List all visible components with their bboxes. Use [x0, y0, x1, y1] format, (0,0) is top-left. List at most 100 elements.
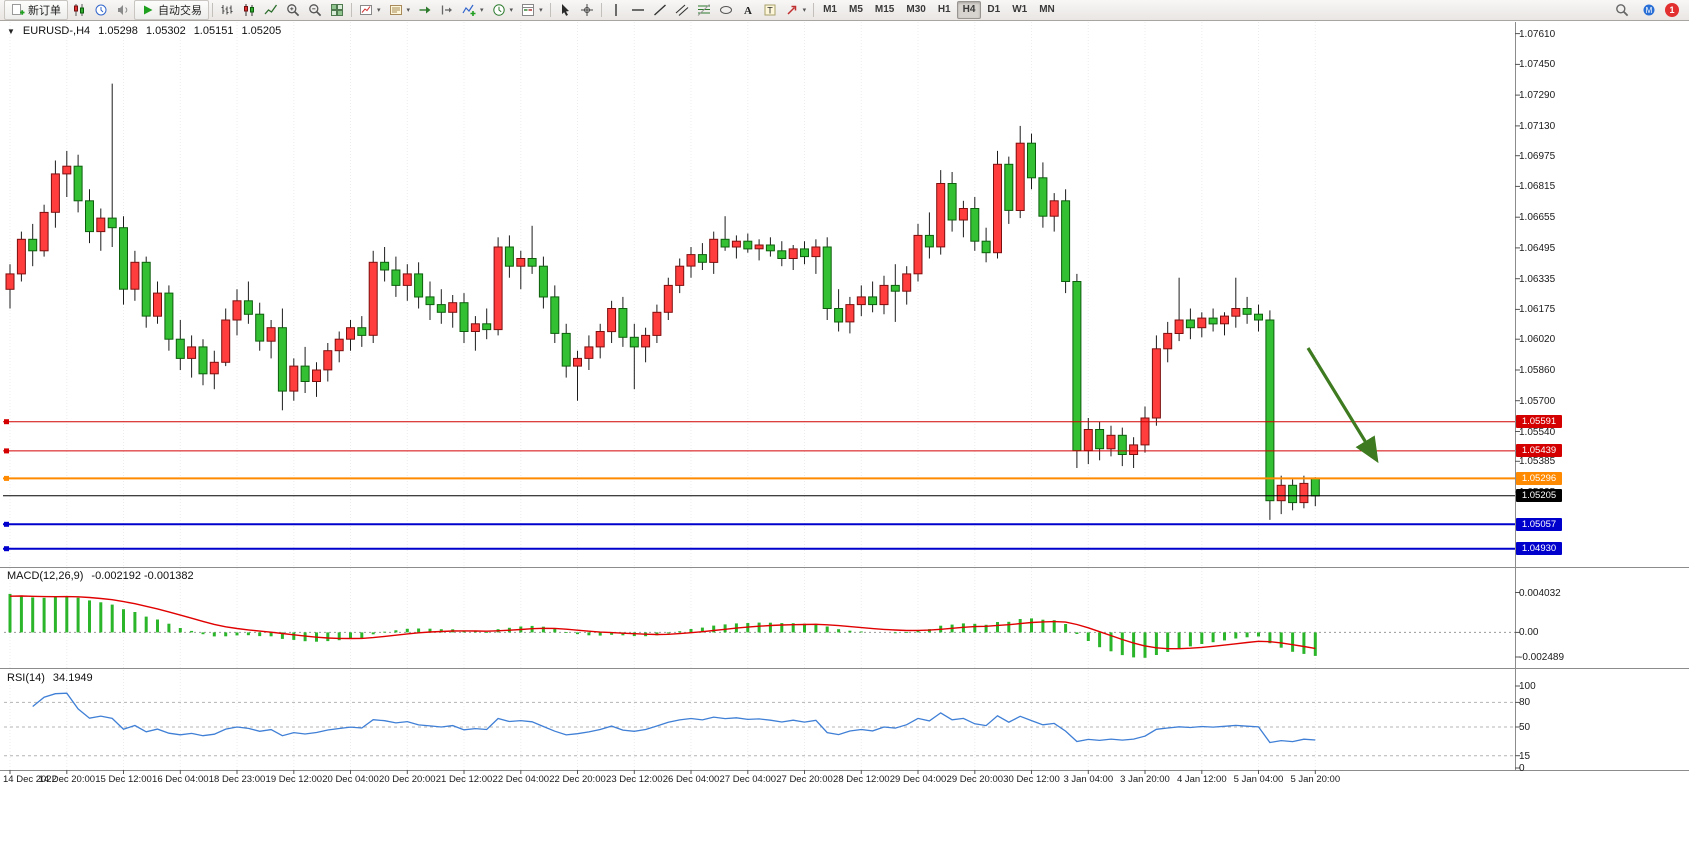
timeframe-m15[interactable]: M15 [874, 4, 895, 15]
new-chart-icon [359, 3, 373, 17]
shapes-icon[interactable] [715, 0, 737, 20]
chart-shift-icon [440, 3, 454, 17]
toolbar-separator [813, 3, 815, 17]
macd-label: MACD(12,26,9) -0.002192 -0.001382 [7, 570, 194, 582]
horizontal-line-object[interactable] [3, 475, 1515, 481]
fibonacci-icon [697, 3, 711, 17]
toolbar-separator [549, 3, 551, 17]
candle-chart-icon [242, 3, 256, 17]
dropdown-arrow-icon: ▾ [480, 7, 484, 14]
zoom-out-icon [308, 3, 322, 17]
indicators-icon [462, 3, 476, 17]
ohlc-high: 1.05302 [145, 25, 186, 37]
tile-icon [330, 3, 344, 17]
timeframe-mn[interactable]: MN [1039, 4, 1055, 15]
zoom-out-icon[interactable] [304, 0, 326, 20]
timeframe-w1[interactable]: W1 [1012, 4, 1028, 15]
market-watch-icon[interactable] [90, 0, 112, 20]
timeframe-m30[interactable]: M30 [906, 4, 926, 15]
sound-icon [116, 3, 130, 17]
trendline-icon [653, 3, 667, 17]
chart-header: ▼ EURUSD-,H4 1.05298 1.05302 1.05151 1.0… [7, 25, 281, 37]
ohlc-low: 1.05151 [193, 25, 234, 37]
ohlc-open: 1.05298 [98, 25, 138, 37]
macd-values: -0.002192 -0.001382 [91, 570, 194, 582]
auto-trading-button[interactable]: 自动交易 [134, 0, 209, 20]
svg-text:A: A [744, 5, 752, 17]
charts-icon[interactable] [68, 0, 90, 20]
dropdown-arrow-icon: ▾ [406, 7, 411, 14]
chart-shift-icon[interactable] [436, 0, 458, 20]
horizontal-line-object[interactable] [3, 448, 1515, 454]
new-chart-icon[interactable]: ▾ [355, 0, 385, 20]
bar-chart-icon [220, 3, 234, 17]
cursor-icon[interactable] [554, 0, 576, 20]
timeframe-m1[interactable]: M1 [823, 4, 837, 15]
play-icon [141, 3, 155, 17]
horizontal-line-object[interactable] [3, 546, 1515, 552]
svg-text:T: T [767, 6, 773, 16]
search-icon[interactable] [1611, 0, 1633, 20]
new-order-button-label: 新订单 [28, 5, 61, 17]
profiles-icon [389, 3, 403, 17]
candle-chart-icon[interactable] [238, 0, 260, 20]
horizontal-line-object[interactable] [3, 419, 1515, 425]
arrows-icon[interactable]: ▾ [781, 0, 811, 20]
candles [5, 83, 1320, 520]
market-watch-icon [94, 3, 108, 17]
text-label-icon[interactable]: T [759, 0, 781, 20]
toolbar-separator [212, 3, 213, 17]
timeframe-h4[interactable]: H4 [956, 1, 982, 19]
channel-icon[interactable] [671, 0, 693, 20]
tile-windows-icon[interactable] [326, 0, 348, 20]
periods-icon [492, 3, 506, 17]
bar-chart-icon[interactable] [216, 0, 238, 20]
metaquotes-icon[interactable]: M [1638, 0, 1660, 20]
toolbar-separator [351, 3, 352, 17]
line-chart-icon[interactable] [260, 0, 282, 20]
timeframe-h1[interactable]: H1 [937, 4, 951, 15]
chart-candles-icon [72, 3, 86, 17]
fibonacci-icon[interactable] [693, 0, 715, 20]
text-icon[interactable]: A [737, 0, 759, 20]
rsi-label: RSI(14) 34.1949 [7, 672, 93, 684]
text-t-icon: T [763, 3, 777, 17]
toolbar-separator [600, 3, 602, 17]
periods-icon[interactable]: ▾ [488, 0, 518, 20]
new-order-button[interactable]: 新订单 [4, 0, 68, 20]
crosshair-icon[interactable] [576, 0, 598, 20]
ohlc-close: 1.05205 [241, 25, 282, 37]
template-icon [521, 3, 535, 17]
vertical-line-icon[interactable] [605, 0, 627, 20]
arrows-icon [785, 3, 799, 17]
timeframe-d1[interactable]: D1 [987, 4, 1001, 15]
arrow-object[interactable] [1306, 347, 1379, 464]
horizontal-line-object[interactable] [3, 521, 1515, 527]
auto-scroll-icon [418, 3, 432, 17]
toolbar-left-group: 新订单 自动交易 ▾ ▾ ▾ ▾ ▾ A T ▾ M1 M5 M15 M30 H1 H4 D1 W1 MN [4, 0, 1061, 20]
profiles-icon[interactable]: ▾ [385, 0, 415, 20]
search-icon [1615, 3, 1629, 17]
sound-icon[interactable] [112, 0, 134, 20]
dropdown-arrow-icon: ▾ [509, 7, 514, 14]
timeframe-m5[interactable]: M5 [849, 4, 863, 15]
one-click-collapse-icon[interactable]: ▼ [7, 26, 15, 36]
mq-icon: M [1642, 3, 1656, 17]
horizontal-line-icon[interactable] [627, 0, 649, 20]
dropdown-arrow-icon: ▾ [539, 7, 543, 14]
zoom-in-icon[interactable] [282, 0, 304, 20]
auto-scroll-icon[interactable] [414, 0, 436, 20]
indicators-icon[interactable]: ▾ [458, 0, 488, 20]
rsi-line [32, 692, 1316, 744]
symbol-title: EURUSD-,H4 [22, 25, 91, 37]
hline-icon [631, 3, 645, 17]
macd-name: MACD(12,26,9) [7, 570, 84, 582]
trendline-icon[interactable] [649, 0, 671, 20]
line-chart-icon [264, 3, 278, 17]
templates-icon[interactable]: ▾ [517, 0, 547, 20]
notification-badge[interactable]: 1 [1665, 3, 1679, 17]
dropdown-arrow-icon: ▾ [802, 7, 807, 14]
